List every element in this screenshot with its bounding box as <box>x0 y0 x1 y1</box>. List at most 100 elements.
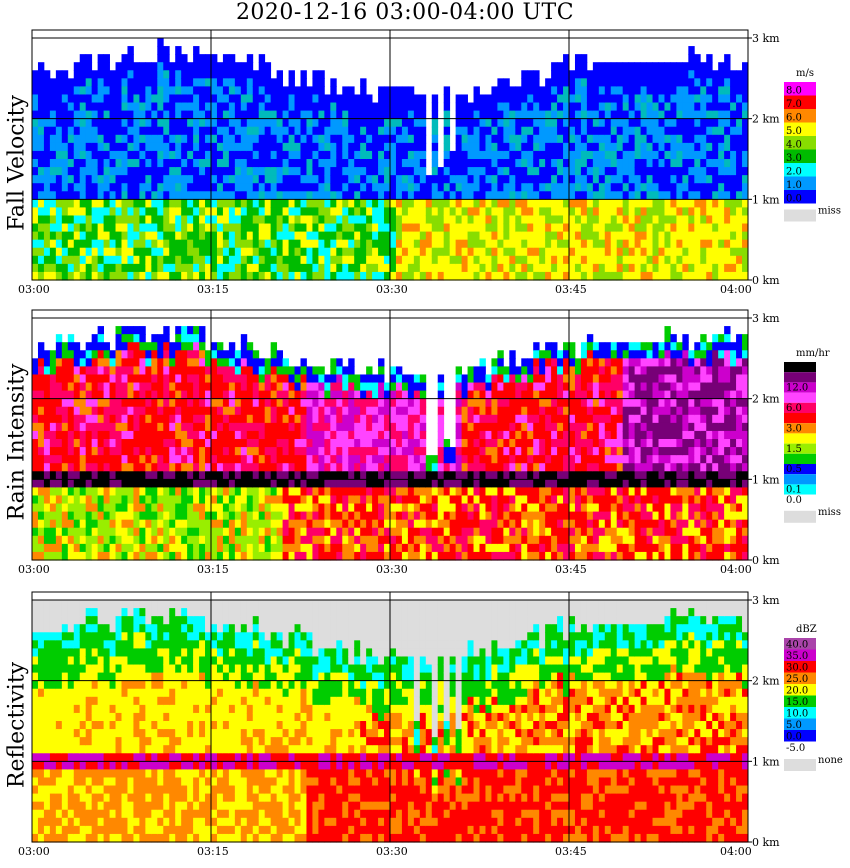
heatmap-cell <box>234 142 242 152</box>
heatmap-cell <box>706 54 713 63</box>
heatmap-cell <box>473 126 480 136</box>
heatmap-cell <box>43 543 51 553</box>
heatmap-cell <box>300 223 307 233</box>
heatmap-cell <box>187 175 194 184</box>
heatmap-cell <box>187 255 194 265</box>
heatmap-cell <box>67 495 75 505</box>
heatmap-cell <box>390 447 397 456</box>
heatmap-cell <box>228 271 236 281</box>
heatmap-cell <box>330 110 337 120</box>
heatmap-cell <box>32 398 39 408</box>
heatmap-cell <box>366 543 373 553</box>
heatmap-cell <box>103 167 110 176</box>
heatmap-cell <box>545 126 552 136</box>
heatmap-cell <box>533 134 540 144</box>
heatmap-cell <box>515 263 522 273</box>
heatmap-cell <box>228 126 236 136</box>
heatmap-cell <box>616 62 624 71</box>
heatmap-cell <box>61 223 69 233</box>
heatmap-cell <box>425 215 433 225</box>
heatmap-cell <box>282 94 289 104</box>
heatmap-cell <box>240 366 248 376</box>
heatmap-cell <box>622 247 630 257</box>
heatmap-cell <box>294 110 301 120</box>
heatmap-cell <box>306 551 313 561</box>
heatmap-cell <box>551 223 558 233</box>
heatmap-cell <box>187 78 194 87</box>
heatmap-cell <box>742 86 749 96</box>
heatmap-cell <box>222 374 230 384</box>
heatmap-cell <box>187 326 194 335</box>
heatmap-cell <box>163 326 170 335</box>
heatmap-cell <box>264 430 272 440</box>
heatmap-cell <box>211 471 218 480</box>
heatmap-cell <box>187 527 194 537</box>
heatmap-cell <box>169 414 176 424</box>
heatmap-cell <box>181 199 188 208</box>
heatmap-cell <box>634 102 641 112</box>
heatmap-cell <box>598 215 606 225</box>
heatmap-cell <box>145 159 152 168</box>
heatmap-cell <box>79 543 87 553</box>
heatmap-cell <box>384 183 391 192</box>
heatmap-cell <box>348 439 355 448</box>
heatmap-cell <box>216 239 224 249</box>
heatmap-cell <box>742 231 749 241</box>
heatmap-cell <box>61 70 69 79</box>
heatmap-cell <box>270 511 278 521</box>
heatmap-cell <box>234 102 242 112</box>
heatmap-cell <box>318 102 325 112</box>
heatmap-cell <box>115 535 122 545</box>
heatmap-cell <box>557 150 564 160</box>
heatmap-cell <box>318 239 325 249</box>
heatmap-cell <box>211 358 218 367</box>
heatmap-cell <box>151 183 158 192</box>
heatmap-cell <box>580 223 588 233</box>
heatmap-cell <box>157 159 164 168</box>
heatmap-cell <box>419 126 427 136</box>
heatmap-cell <box>228 70 236 79</box>
heatmap-cell <box>103 223 110 233</box>
heatmap-cell <box>67 102 75 112</box>
heatmap-cell <box>413 223 421 233</box>
heatmap-cell <box>419 463 427 472</box>
heatmap-cell <box>306 86 313 96</box>
heatmap-cell <box>449 223 457 233</box>
heatmap-cell <box>85 126 93 136</box>
heatmap-cell <box>724 142 731 152</box>
heatmap-cell <box>306 503 313 513</box>
heatmap-cell <box>79 231 87 241</box>
heatmap-cell <box>557 175 564 184</box>
heatmap-cell <box>640 231 647 241</box>
heatmap-cell <box>401 487 409 497</box>
heatmap-cell <box>49 398 57 408</box>
heatmap-cell <box>181 406 188 416</box>
heatmap-cell <box>151 495 158 505</box>
heatmap-cell <box>401 463 409 472</box>
heatmap-cell <box>372 215 379 225</box>
heatmap-cell <box>109 94 116 104</box>
heatmap-cell <box>354 430 361 440</box>
heatmap-cell <box>413 126 421 136</box>
heatmap-cell <box>676 118 683 128</box>
heatmap-cell <box>360 94 367 104</box>
heatmap-cell <box>252 86 260 96</box>
heatmap-cell <box>306 398 313 408</box>
heatmap-cell <box>616 150 624 160</box>
heatmap-cell <box>294 223 301 233</box>
heatmap-cell <box>222 495 230 505</box>
heatmap-cell <box>288 406 295 416</box>
heatmap-cell <box>742 255 749 265</box>
heatmap-cell <box>49 551 57 561</box>
heatmap-cell <box>419 239 427 249</box>
heatmap-cell <box>342 495 349 505</box>
heatmap-cell <box>282 239 289 249</box>
heatmap-cell <box>640 271 647 281</box>
heatmap-cell <box>103 175 110 184</box>
heatmap-cell <box>133 422 140 432</box>
heatmap-cell <box>211 543 218 553</box>
heatmap-cell <box>360 374 367 384</box>
heatmap-cell <box>527 199 534 208</box>
heatmap-cell <box>145 519 152 529</box>
heatmap-cell <box>294 94 301 104</box>
